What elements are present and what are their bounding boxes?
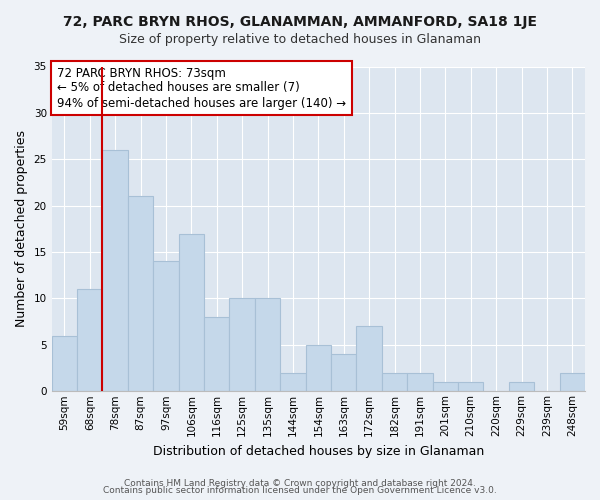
Text: 72, PARC BRYN RHOS, GLANAMMAN, AMMANFORD, SA18 1JE: 72, PARC BRYN RHOS, GLANAMMAN, AMMANFORD… (63, 15, 537, 29)
Bar (204, 317, 229, 392)
Bar (179, 234, 204, 392)
Bar (509, 382, 534, 392)
Bar (52, 336, 77, 392)
Text: Contains public sector information licensed under the Open Government Licence v3: Contains public sector information licen… (103, 486, 497, 495)
Bar (77, 289, 103, 392)
Bar (458, 382, 484, 392)
Bar (280, 372, 305, 392)
Bar (305, 345, 331, 392)
Y-axis label: Number of detached properties: Number of detached properties (15, 130, 28, 328)
Bar (356, 326, 382, 392)
Bar (103, 150, 128, 392)
Bar (382, 372, 407, 392)
Bar (433, 382, 458, 392)
Bar (153, 262, 179, 392)
Bar (229, 298, 255, 392)
Bar (407, 372, 433, 392)
Text: Size of property relative to detached houses in Glanaman: Size of property relative to detached ho… (119, 32, 481, 46)
Text: 72 PARC BRYN RHOS: 73sqm
← 5% of detached houses are smaller (7)
94% of semi-det: 72 PARC BRYN RHOS: 73sqm ← 5% of detache… (57, 66, 346, 110)
Bar (128, 196, 153, 392)
Bar (331, 354, 356, 392)
Bar (560, 372, 585, 392)
Bar (255, 298, 280, 392)
X-axis label: Distribution of detached houses by size in Glanaman: Distribution of detached houses by size … (153, 444, 484, 458)
Text: Contains HM Land Registry data © Crown copyright and database right 2024.: Contains HM Land Registry data © Crown c… (124, 478, 476, 488)
